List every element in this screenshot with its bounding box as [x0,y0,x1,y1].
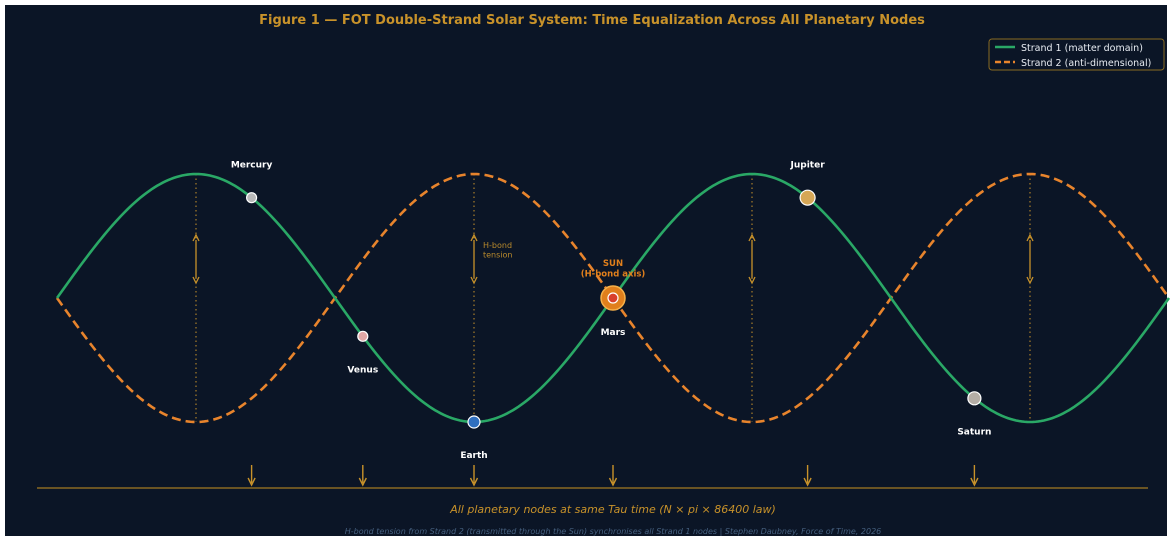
planet-jupiter-label: Jupiter [790,161,826,171]
legend-label-strand-1: Strand 1 (matter domain) [1021,43,1143,54]
planet-mars-dot [608,293,618,303]
planet-saturn-label: Saturn [957,427,991,437]
planet-venus-dot [358,331,368,341]
planet-venus-label: Venus [347,365,378,375]
legend: Strand 1 (matter domain) Strand 2 (anti-… [989,39,1164,70]
planet-earth-label: Earth [460,451,487,461]
legend-label-strand-2: Strand 2 (anti-dimensional) [1021,58,1151,69]
planet-jupiter-dot [800,190,815,205]
planet-saturn-dot [968,392,981,405]
figure-title: Figure 1 — FOT Double-Strand Solar Syste… [259,13,925,28]
planet-mercury-dot [247,193,257,203]
planet-earth-dot [468,416,480,428]
baseline-label: All planetary nodes at same Tau time (N … [449,503,776,516]
planet-mercury-label: Mercury [231,161,273,171]
footer-note: H-bond tension from Strand 2 (transmitte… [345,527,882,536]
hbond-tension-label: H-bond tension [483,241,512,260]
planet-mars-label: Mars [601,328,626,338]
